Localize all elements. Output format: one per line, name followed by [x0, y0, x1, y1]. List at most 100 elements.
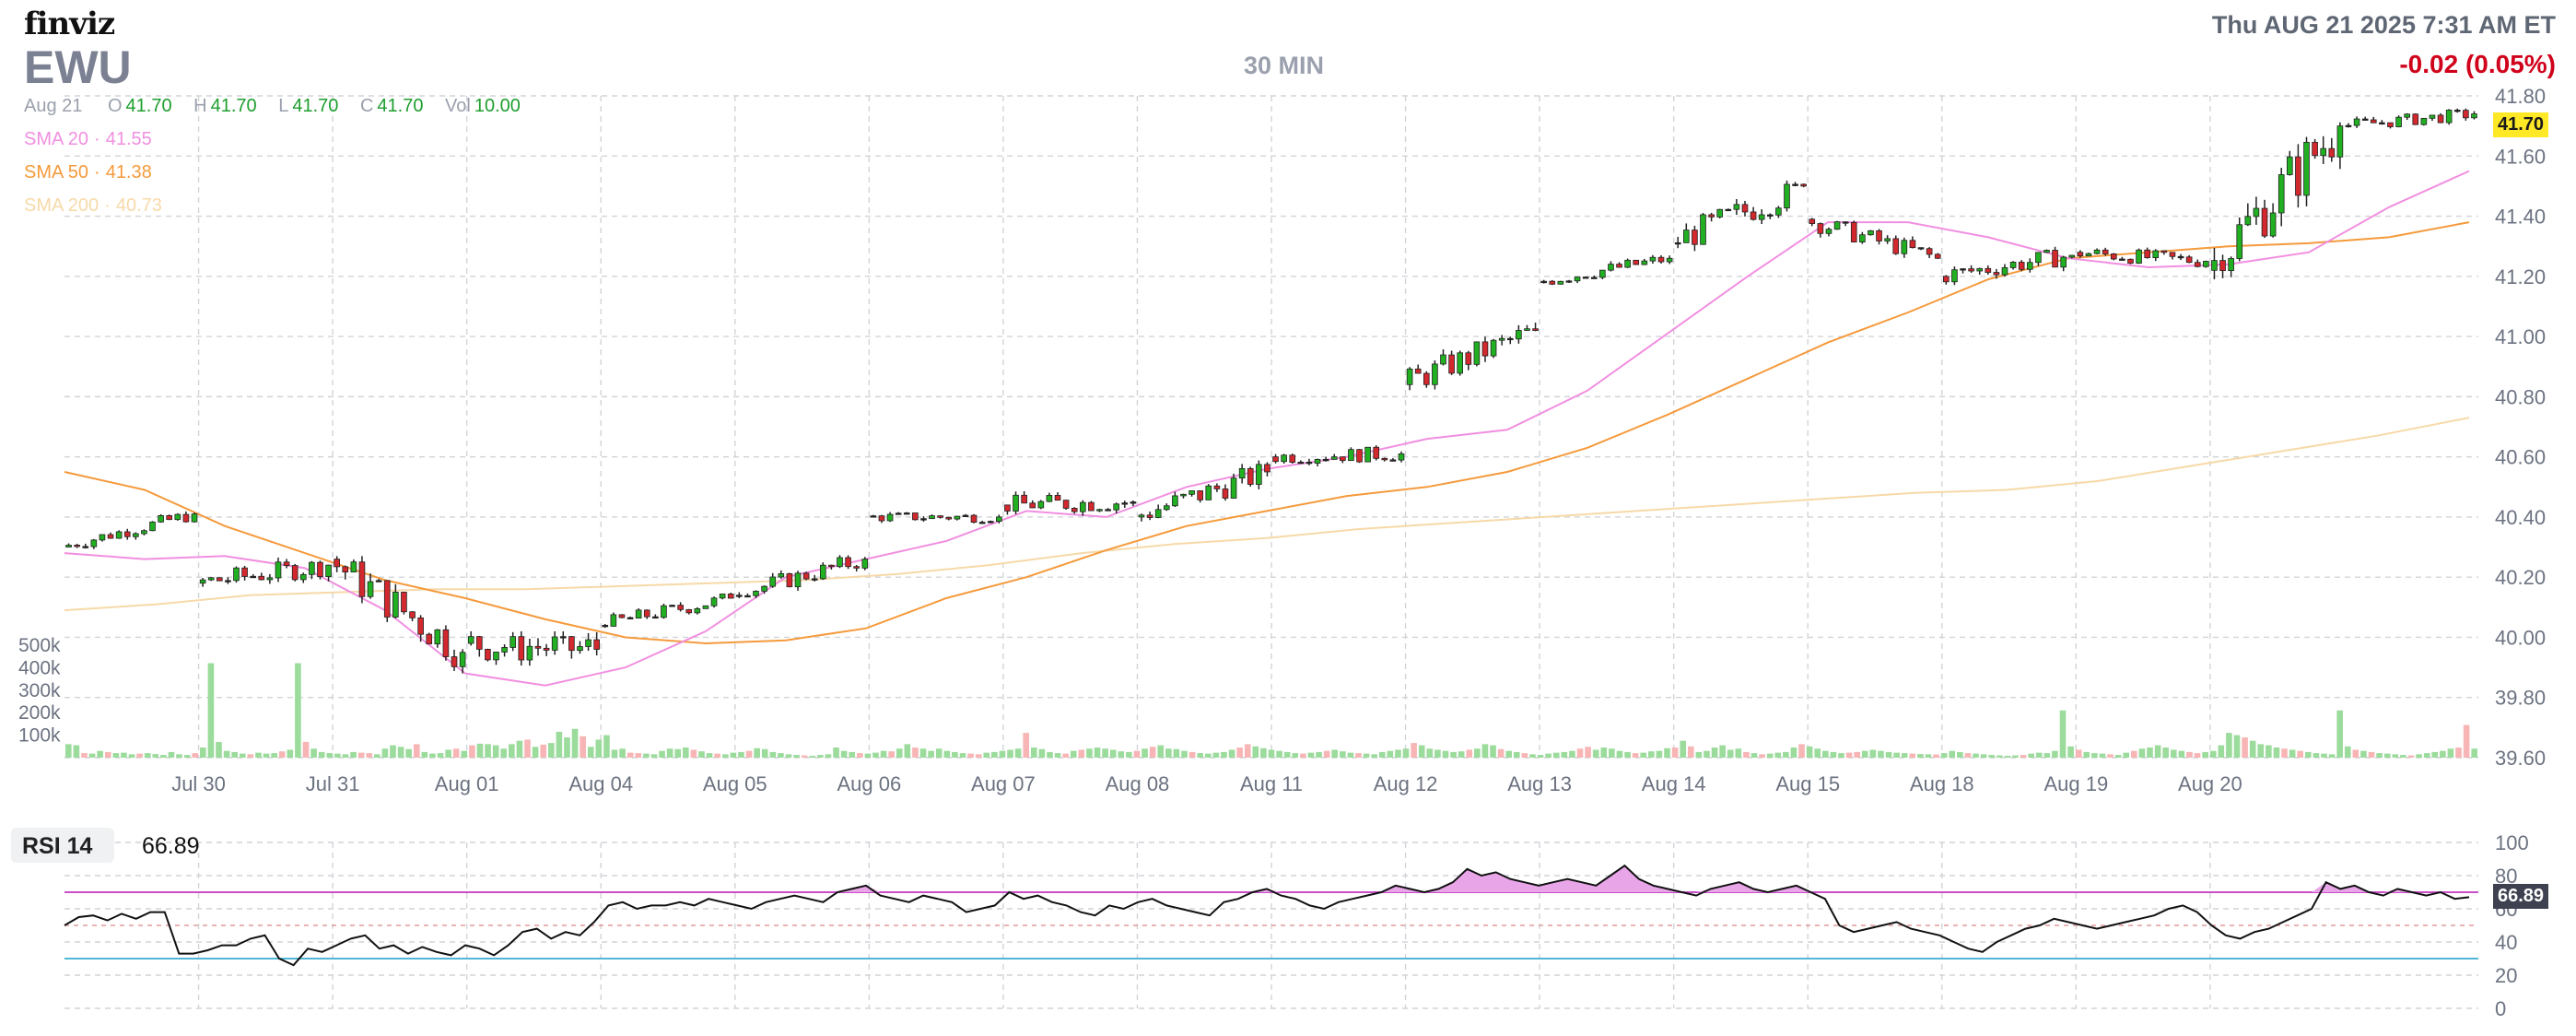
candle-body — [1884, 238, 1891, 241]
volume-bar — [1632, 753, 1639, 758]
volume-bar — [611, 749, 618, 758]
sma50-value: 41.38 — [105, 162, 152, 182]
price-tick-label: 41.00 — [2495, 325, 2546, 348]
volume-bar — [1497, 748, 1505, 758]
candle-body — [903, 512, 910, 515]
volume-bar — [983, 752, 990, 758]
volume-bar — [1078, 749, 1085, 758]
volume-bar — [912, 748, 919, 758]
candle-body — [954, 515, 961, 520]
volume-bar — [1038, 748, 1046, 758]
volume-bar — [2107, 754, 2113, 758]
candle-body — [1943, 276, 1950, 283]
candle-body — [1389, 459, 1397, 462]
volume-bar — [421, 751, 428, 758]
candle-body — [845, 557, 851, 568]
volume-bar — [1545, 753, 1551, 758]
volume-bar — [840, 750, 848, 758]
volume-bar — [1316, 751, 1322, 758]
sma50-legend[interactable]: SMA 50 · 41.38 — [24, 162, 152, 182]
candle-body — [753, 591, 759, 596]
candle-body — [736, 595, 743, 597]
candle-body — [2043, 250, 2050, 253]
volume-bar — [1711, 748, 1718, 758]
volume-bar — [1142, 748, 1148, 758]
volume-bar — [1854, 751, 1860, 758]
volume-bar — [619, 748, 626, 758]
candle-body — [2312, 141, 2318, 157]
candle-body — [2127, 258, 2134, 264]
volume-bar — [326, 753, 334, 758]
volume-bar — [738, 751, 744, 758]
volume-bar — [2416, 754, 2422, 758]
candle-body — [2236, 224, 2243, 259]
volume-bar — [1007, 749, 1013, 758]
sma20-legend[interactable]: SMA 20 · 41.55 — [24, 129, 152, 149]
volume-bar — [1616, 750, 1623, 758]
candle-body — [1230, 477, 1237, 499]
candle-body — [669, 605, 675, 607]
volume-tick-label: 400k — [18, 657, 61, 678]
volume-bar — [1592, 749, 1599, 758]
date-tick-label: Aug 13 — [1507, 772, 1572, 795]
date-tick-label: Aug 20 — [2178, 772, 2242, 795]
volume-bar — [1790, 748, 1797, 758]
rsi-label-box[interactable] — [11, 828, 114, 863]
volume-bar — [318, 751, 325, 758]
volume-bar — [1973, 753, 1979, 758]
candle-body — [2018, 262, 2025, 270]
volume-bar — [310, 748, 317, 758]
candle-body — [1188, 490, 1195, 495]
volume-bar — [2305, 751, 2312, 758]
volume-bar — [2447, 748, 2454, 758]
volume-bar — [580, 736, 586, 758]
sma20-value: 41.55 — [105, 129, 152, 149]
volume-bar — [97, 750, 103, 758]
volume-bar — [429, 753, 436, 758]
candle-body — [2445, 110, 2453, 124]
sma200-legend[interactable]: SMA 200 · 40.73 — [24, 195, 162, 216]
candle-body — [1674, 241, 1681, 245]
finviz-logo[interactable]: finviz — [24, 6, 115, 42]
volume-bar — [1118, 751, 1125, 758]
volume-bar — [1933, 754, 1939, 758]
candle-body — [1892, 238, 1900, 254]
volume-bar — [1070, 750, 1077, 758]
volume-bar — [168, 751, 175, 758]
candle-body — [1080, 501, 1086, 512]
rsi-tick-label: 40 — [2495, 931, 2517, 954]
candle-body — [585, 639, 591, 647]
volume-bar — [587, 747, 594, 758]
volume-bar — [1331, 749, 1339, 758]
volume-bar — [1822, 750, 1829, 758]
volume-bar — [1783, 751, 1789, 758]
volume-bar — [1458, 751, 1465, 758]
ohlc-readout: Aug 21 O 41.70 H 41.70 L 41.70 C 41.70 Vol 10… — [24, 96, 537, 117]
volume-bar — [1988, 755, 1995, 758]
volume-bar — [935, 748, 943, 758]
candle-body — [2412, 113, 2419, 125]
candle-body — [1934, 253, 1941, 259]
volume-bar — [2035, 752, 2043, 758]
candle-body — [191, 513, 198, 523]
candle-body — [1641, 260, 1648, 265]
volume-bar — [1204, 753, 1212, 758]
candle-body — [543, 647, 550, 651]
candle-body — [978, 522, 986, 524]
ohlc-date: Aug 21 — [24, 96, 83, 116]
volume-bar — [1126, 751, 1132, 758]
volume-bar — [1648, 751, 1655, 758]
sma20-line — [64, 170, 2470, 687]
volume-bar — [2020, 755, 2027, 758]
volume-bar — [334, 753, 341, 758]
candle-body — [1649, 256, 1657, 262]
volume-bar — [1236, 748, 1243, 758]
candle-body — [1406, 368, 1413, 385]
volume-bar — [437, 753, 444, 758]
candle-body — [1222, 488, 1229, 499]
candle-body — [837, 557, 843, 568]
volume-bar — [967, 753, 974, 758]
volume-bar — [492, 745, 499, 758]
volume-bar — [928, 750, 934, 758]
candle-body — [1163, 505, 1170, 511]
